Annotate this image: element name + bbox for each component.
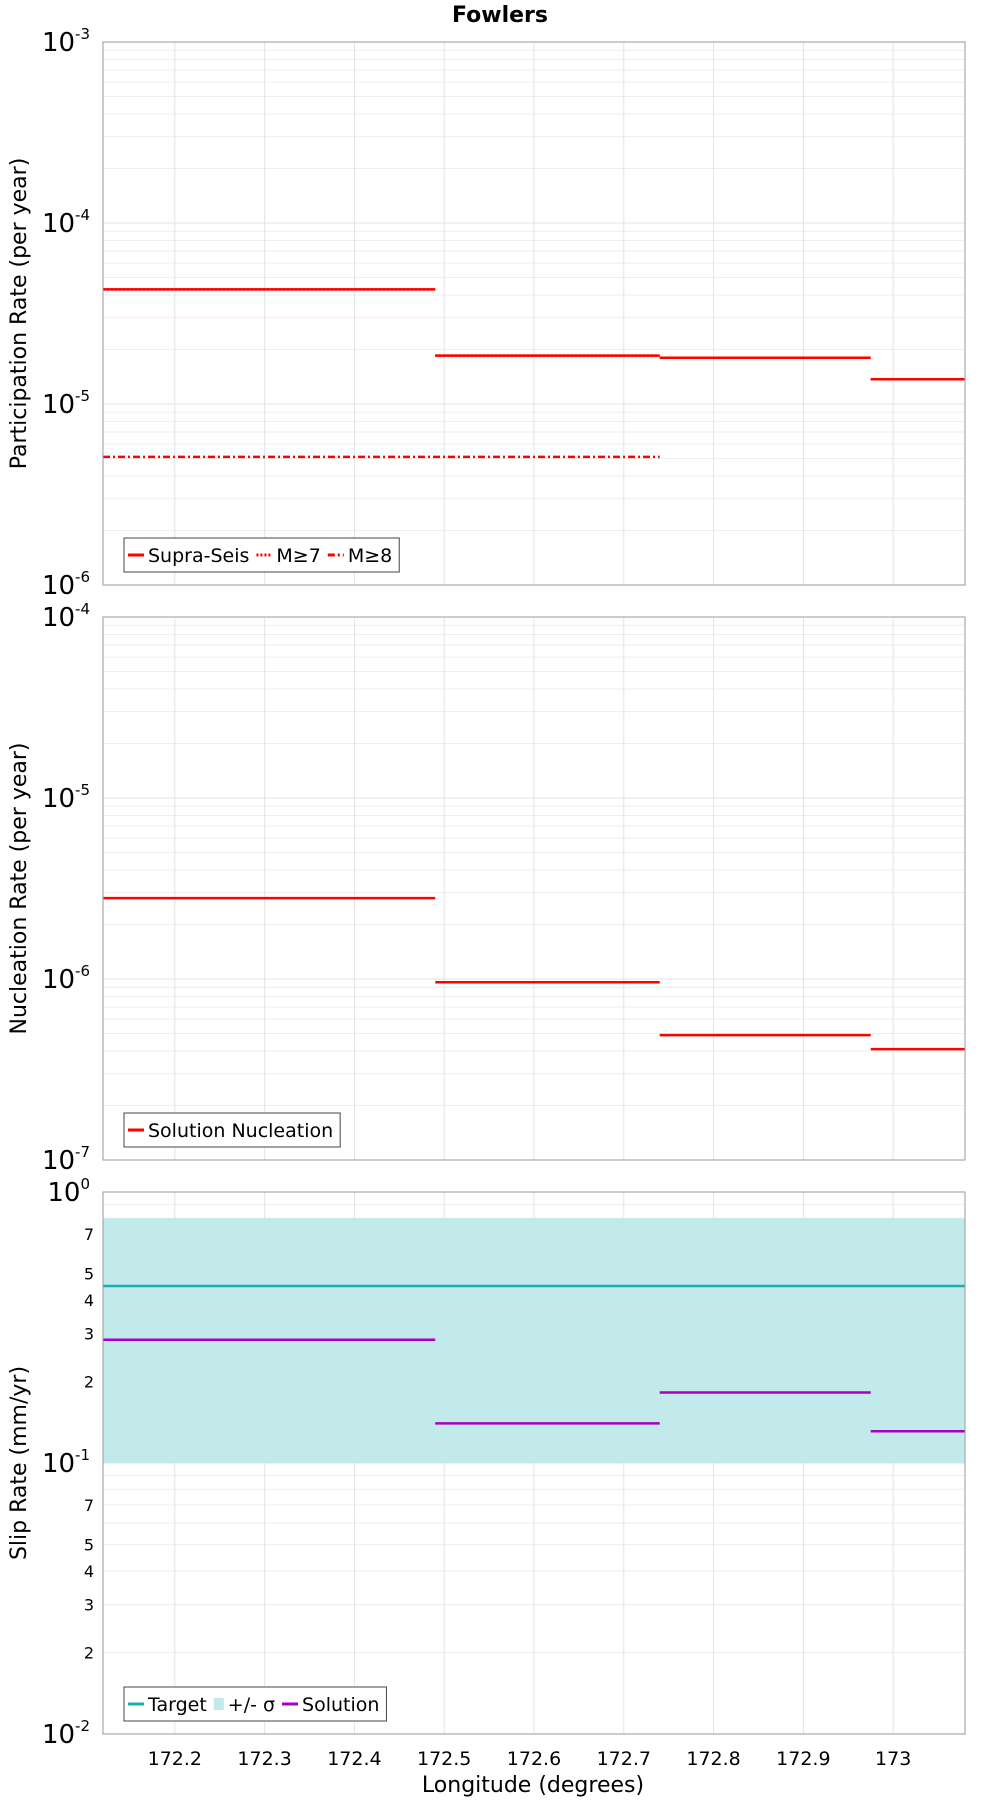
plot-frame: [102, 1191, 966, 1735]
x-axis-label: Longitude (degrees): [422, 1773, 644, 1798]
legend-box: [123, 1686, 387, 1722]
series-solution-nucleation: [103, 896, 965, 1051]
legend: Solution Nucleation: [123, 1112, 341, 1148]
y-tick-label: 10-5: [42, 781, 90, 814]
y-minor-tick-label: 2: [84, 1643, 94, 1662]
legend-label: M≥8: [348, 545, 392, 567]
legend-box: [123, 1112, 341, 1148]
plot-frame: [102, 41, 966, 586]
y-minor-tick-label: 3: [84, 1596, 94, 1615]
y-minor-tick-label: 4: [84, 1291, 94, 1310]
x-tick-label: 172.3: [237, 1748, 291, 1770]
x-tick-label: 172.5: [417, 1748, 471, 1770]
legend-label: Solution Nucleation: [148, 1120, 333, 1142]
x-tick-label: 172.8: [686, 1748, 740, 1770]
legend-label: +/- σ: [228, 1694, 275, 1716]
y-minor-tick-label: 2: [84, 1372, 94, 1391]
y-tick-label: 10-5: [42, 387, 90, 420]
x-tick-label: 173: [875, 1748, 911, 1770]
y-minor-tick-label: 5: [84, 1536, 94, 1555]
y-tick-label: 10-3: [42, 25, 90, 58]
legend-swatch: [213, 1698, 224, 1710]
y-tick-label: 10-7: [42, 1143, 90, 1176]
y-tick-label: 10-6: [42, 568, 90, 601]
panel-slip: 10-2 10-1 100 2 3 4 5 7 2 3 4 5 7 Slip Rate (mm/yr) Ta…: [7, 1175, 966, 1770]
y-minor-tick-label: 7: [84, 1225, 94, 1244]
series-solution: [103, 1338, 965, 1433]
y-axis-label: Nucleation Rate (per year): [7, 743, 32, 1035]
series-m-7: [103, 288, 965, 381]
legend-label: Solution: [302, 1694, 379, 1716]
y-tick-label: 10-1: [42, 1446, 90, 1479]
plot-frame: [102, 616, 966, 1161]
y-tick-label: 10-4: [42, 206, 90, 239]
y-minor-tick-label: 3: [84, 1325, 94, 1344]
legend: Supra-Seis M≥7 M≥8: [123, 537, 400, 573]
panel-nucleation: 10-7 10-6 10-5 10-4 Nucleation Rate (per yea…: [7, 600, 966, 1176]
y-minor-tick-label: 7: [84, 1496, 94, 1515]
legend-label: M≥7: [276, 545, 320, 567]
x-tick-label: 172.6: [507, 1748, 561, 1770]
chart-title: Fowlers: [452, 3, 548, 28]
y-axis-label: Slip Rate (mm/yr): [7, 1366, 32, 1560]
y-tick-label: 10-2: [42, 1717, 90, 1750]
panels: 10-6 10-5 10-4 10-3 Participation Rate (per …: [7, 25, 966, 1770]
panel-participation: 10-6 10-5 10-4 10-3 Participation Rate (per …: [7, 25, 966, 601]
x-tick-label: 172.4: [327, 1748, 381, 1770]
legend: Target +/- σ Solution: [123, 1686, 387, 1722]
x-tick-label: 172.2: [148, 1748, 202, 1770]
y-tick-label: 100: [47, 1175, 90, 1208]
legend-label: Target: [147, 1694, 207, 1716]
legend-label: Supra-Seis: [148, 545, 249, 567]
y-tick-label: 10-6: [42, 962, 90, 995]
y-axis-label: Participation Rate (per year): [7, 158, 32, 470]
x-tick-label: 172.7: [597, 1748, 651, 1770]
y-tick-label: 10-4: [42, 600, 90, 633]
y-minor-tick-label: 5: [84, 1265, 94, 1284]
y-minor-tick-label: 4: [84, 1562, 94, 1581]
x-tick-label: 172.9: [776, 1748, 830, 1770]
